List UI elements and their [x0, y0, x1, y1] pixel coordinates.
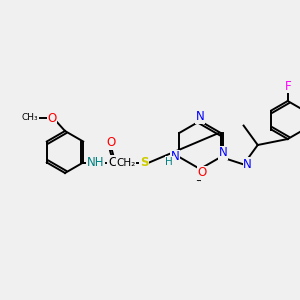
Text: NH: NH: [86, 156, 104, 169]
Text: F: F: [284, 80, 291, 92]
Text: N: N: [243, 158, 252, 171]
Text: C: C: [108, 156, 116, 169]
Text: O: O: [197, 167, 207, 179]
Text: S: S: [140, 156, 148, 169]
Text: CH₃: CH₃: [22, 113, 38, 122]
Text: S: S: [140, 156, 148, 169]
Text: H: H: [165, 157, 173, 167]
Text: N: N: [218, 146, 227, 160]
Text: O: O: [47, 112, 57, 124]
Text: N: N: [196, 110, 204, 124]
Text: O: O: [106, 136, 116, 149]
Text: N: N: [171, 151, 180, 164]
Text: CH₂: CH₂: [117, 158, 136, 167]
